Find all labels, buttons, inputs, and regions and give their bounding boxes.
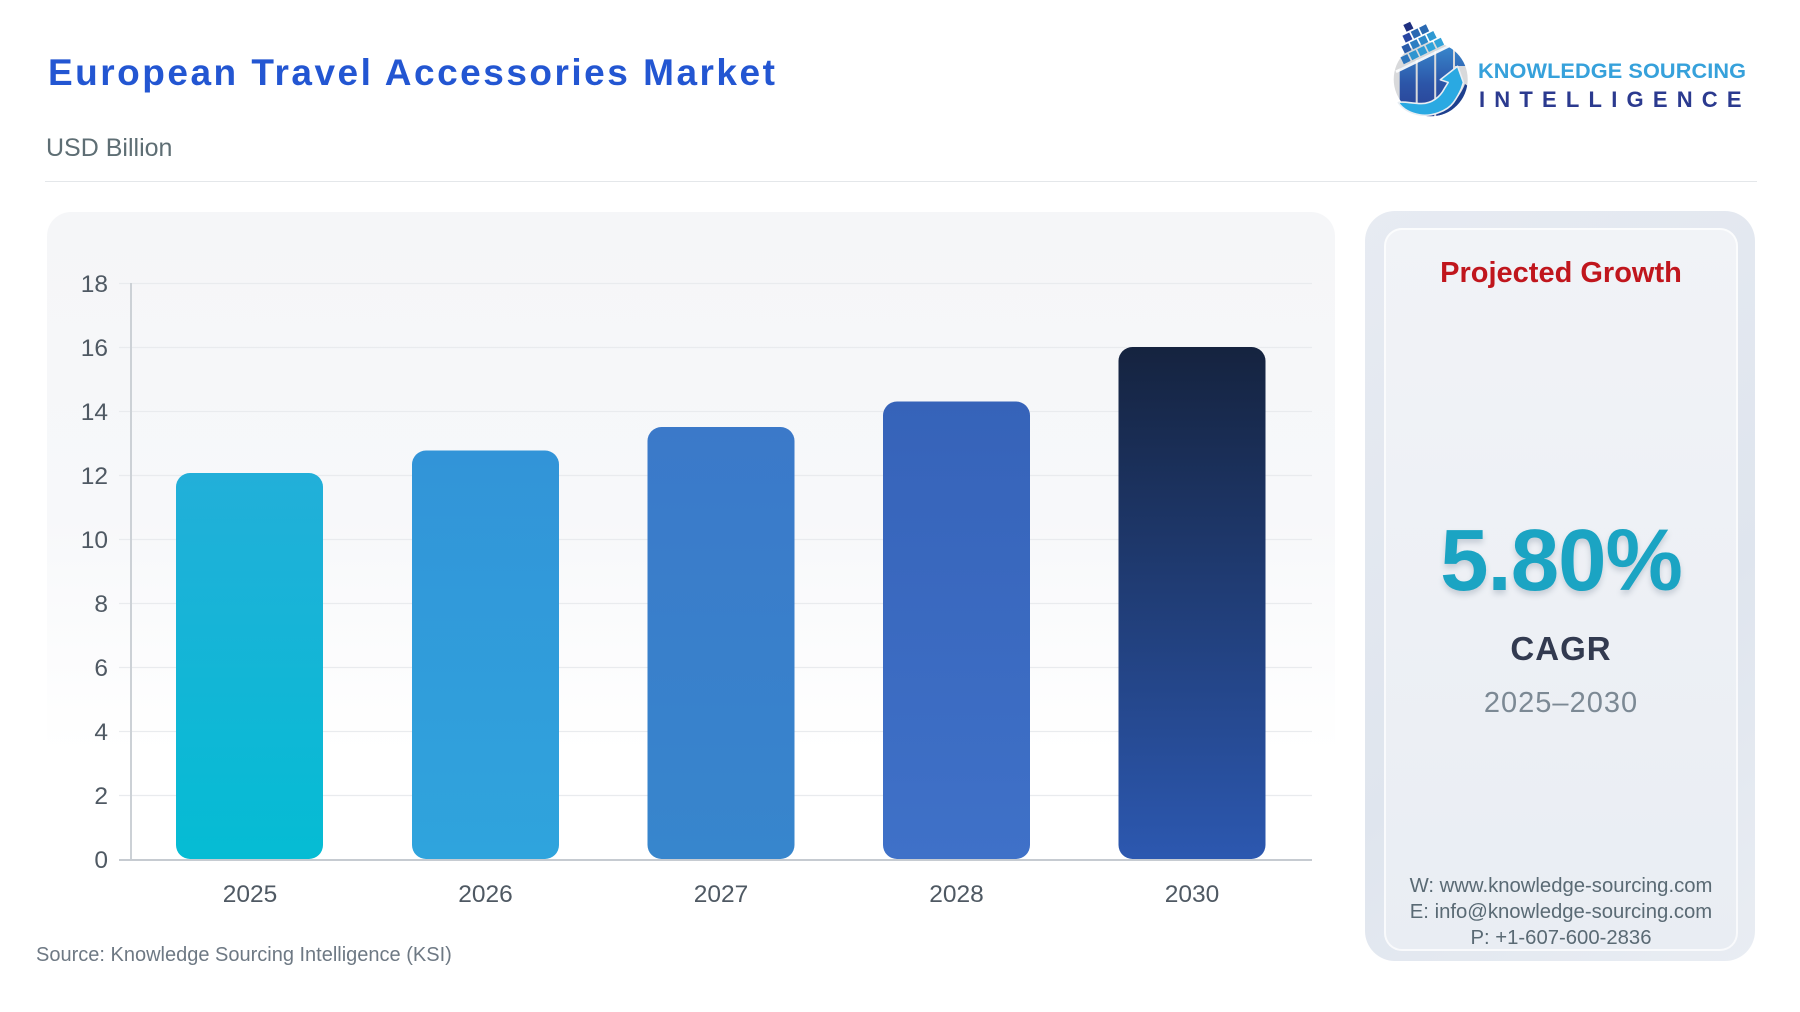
svg-text:2030: 2030 — [1165, 881, 1220, 908]
svg-text:16: 16 — [81, 335, 108, 362]
svg-text:14: 14 — [81, 399, 108, 426]
svg-text:6: 6 — [94, 655, 108, 682]
svg-text:4: 4 — [94, 719, 108, 746]
svg-text:2025: 2025 — [223, 881, 278, 908]
svg-text:2026: 2026 — [458, 881, 513, 908]
svg-text:10: 10 — [81, 527, 108, 554]
svg-text:18: 18 — [81, 271, 108, 298]
svg-text:2028: 2028 — [929, 881, 984, 908]
svg-text:12: 12 — [81, 463, 108, 490]
svg-text:0: 0 — [94, 847, 108, 874]
svg-text:8: 8 — [94, 591, 108, 618]
svg-text:2027: 2027 — [694, 881, 749, 908]
svg-text:2: 2 — [94, 783, 108, 810]
